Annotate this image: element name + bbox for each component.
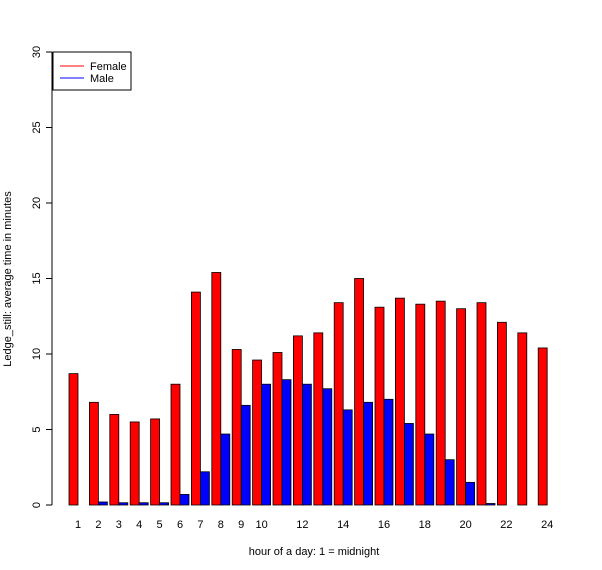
bar-female-16 (374, 306, 385, 506)
bar-female-17 (394, 297, 405, 506)
x-tick-label-8: 8 (218, 519, 224, 531)
x-tick-label-20: 20 (459, 519, 471, 531)
bar-male-16 (383, 398, 394, 506)
x-tick-label-6: 6 (177, 519, 183, 531)
bar-male-18 (424, 433, 435, 506)
bars-group (68, 272, 548, 506)
bar-male-17 (403, 423, 414, 506)
legend: Female Male (52, 51, 132, 91)
bar-female-1 (68, 373, 79, 506)
bar-male-8 (220, 433, 231, 506)
bar-female-13 (313, 332, 324, 506)
x-tick-label-10: 10 (255, 519, 267, 531)
y-axis: 0 5 10 15 20 25 30 (31, 46, 53, 508)
bar-female-6 (170, 383, 181, 506)
bar-female-24 (537, 347, 548, 506)
bar-male-11 (281, 379, 292, 506)
bar-female-18 (415, 303, 426, 506)
x-tick-label-3: 3 (116, 519, 122, 531)
x-tick-label-14: 14 (337, 519, 349, 531)
bar-female-23 (517, 332, 528, 506)
bar-female-20 (456, 308, 467, 506)
bar-male-6 (179, 494, 190, 506)
bar-female-3 (109, 413, 120, 506)
bar-male-15 (363, 401, 374, 506)
x-axis: 1 2 3 4 5 6 7 8 9 10 12 14 16 18 20 22 24 (75, 519, 553, 531)
bar-female-19 (435, 300, 446, 506)
bar-female-7 (190, 291, 201, 506)
x-tick-label-18: 18 (419, 519, 431, 531)
x-tick-label-24: 24 (541, 519, 553, 531)
legend-box (52, 51, 132, 91)
bar-female-10 (252, 359, 263, 506)
bar-male-10 (261, 383, 272, 506)
bar-female-12 (292, 335, 303, 506)
bar-female-14 (333, 302, 344, 506)
legend-female-label: Female (90, 61, 127, 73)
bar-female-15 (354, 278, 365, 506)
bar-male-4 (138, 502, 149, 506)
bar-female-11 (272, 352, 283, 506)
x-axis-label: hour of a day: 1 = midnight (249, 546, 380, 558)
bar-male-13 (322, 388, 333, 506)
x-tick-label-12: 12 (296, 519, 308, 531)
bar-male-12 (301, 383, 312, 506)
x-tick-label-22: 22 (500, 519, 512, 531)
x-tick-label-1: 1 (75, 519, 81, 531)
bar-female-21 (476, 302, 487, 506)
y-tick-label-5: 5 (31, 426, 43, 432)
x-tick-label-4: 4 (136, 519, 142, 531)
x-tick-label-7: 7 (197, 519, 203, 531)
y-tick-label-15: 15 (31, 272, 43, 284)
bar-female-22 (496, 321, 507, 506)
y-axis-label: Ledge_still: average time in minutes (2, 191, 14, 367)
y-tick-label-30: 30 (31, 46, 43, 58)
bar-female-5 (150, 418, 161, 506)
bar-female-8 (211, 272, 222, 506)
bar-male-14 (342, 409, 353, 506)
bar-male-3 (118, 502, 129, 506)
bar-female-4 (129, 421, 140, 506)
x-tick-label-2: 2 (95, 519, 101, 531)
bar-male-5 (159, 502, 170, 506)
x-tick-label-16: 16 (378, 519, 390, 531)
bar-male-9 (240, 404, 251, 506)
y-tick-label-25: 25 (31, 121, 43, 133)
x-tick-label-5: 5 (157, 519, 163, 531)
bar-male-7 (199, 471, 210, 506)
bar-female-9 (231, 349, 242, 506)
y-tick-label-10: 10 (31, 348, 43, 360)
y-tick-label-0: 0 (31, 502, 43, 508)
bar-female-2 (89, 401, 99, 506)
bar-male-19 (444, 459, 455, 506)
legend-male-label: Male (90, 73, 114, 85)
bar-male-21 (485, 503, 496, 506)
y-tick-label-20: 20 (31, 197, 43, 209)
bar-male-2 (98, 501, 108, 506)
x-tick-label-9: 9 (238, 519, 244, 531)
bar-male-20 (465, 481, 476, 506)
